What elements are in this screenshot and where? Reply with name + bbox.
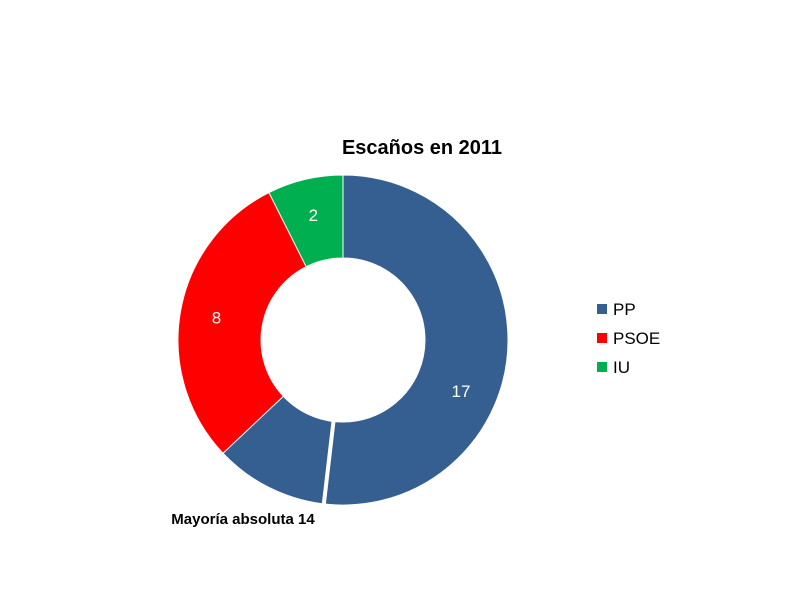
legend-label-psoe: PSOE bbox=[613, 329, 660, 348]
slice-label-psoe: 8 bbox=[212, 309, 221, 328]
slice-label-iu: 2 bbox=[309, 206, 318, 225]
majority-marker-line bbox=[321, 420, 336, 506]
chart-title: Escaños en 2011 bbox=[342, 137, 502, 159]
legend-swatch-iu bbox=[597, 362, 607, 372]
slice-psoe bbox=[177, 191, 307, 454]
legend-swatch-pp bbox=[597, 304, 607, 314]
legend: PP PSOE IU bbox=[597, 300, 660, 377]
majority-annotation: Mayoría absoluta 14 bbox=[171, 511, 315, 528]
legend-label-iu: IU bbox=[613, 358, 630, 377]
legend-label-pp: PP bbox=[613, 300, 636, 319]
slice-pp bbox=[222, 174, 509, 506]
slice-iu bbox=[268, 174, 344, 268]
legend-swatch-psoe bbox=[597, 333, 607, 343]
donut-slices bbox=[177, 174, 509, 506]
slice-label-pp: 17 bbox=[452, 382, 471, 401]
